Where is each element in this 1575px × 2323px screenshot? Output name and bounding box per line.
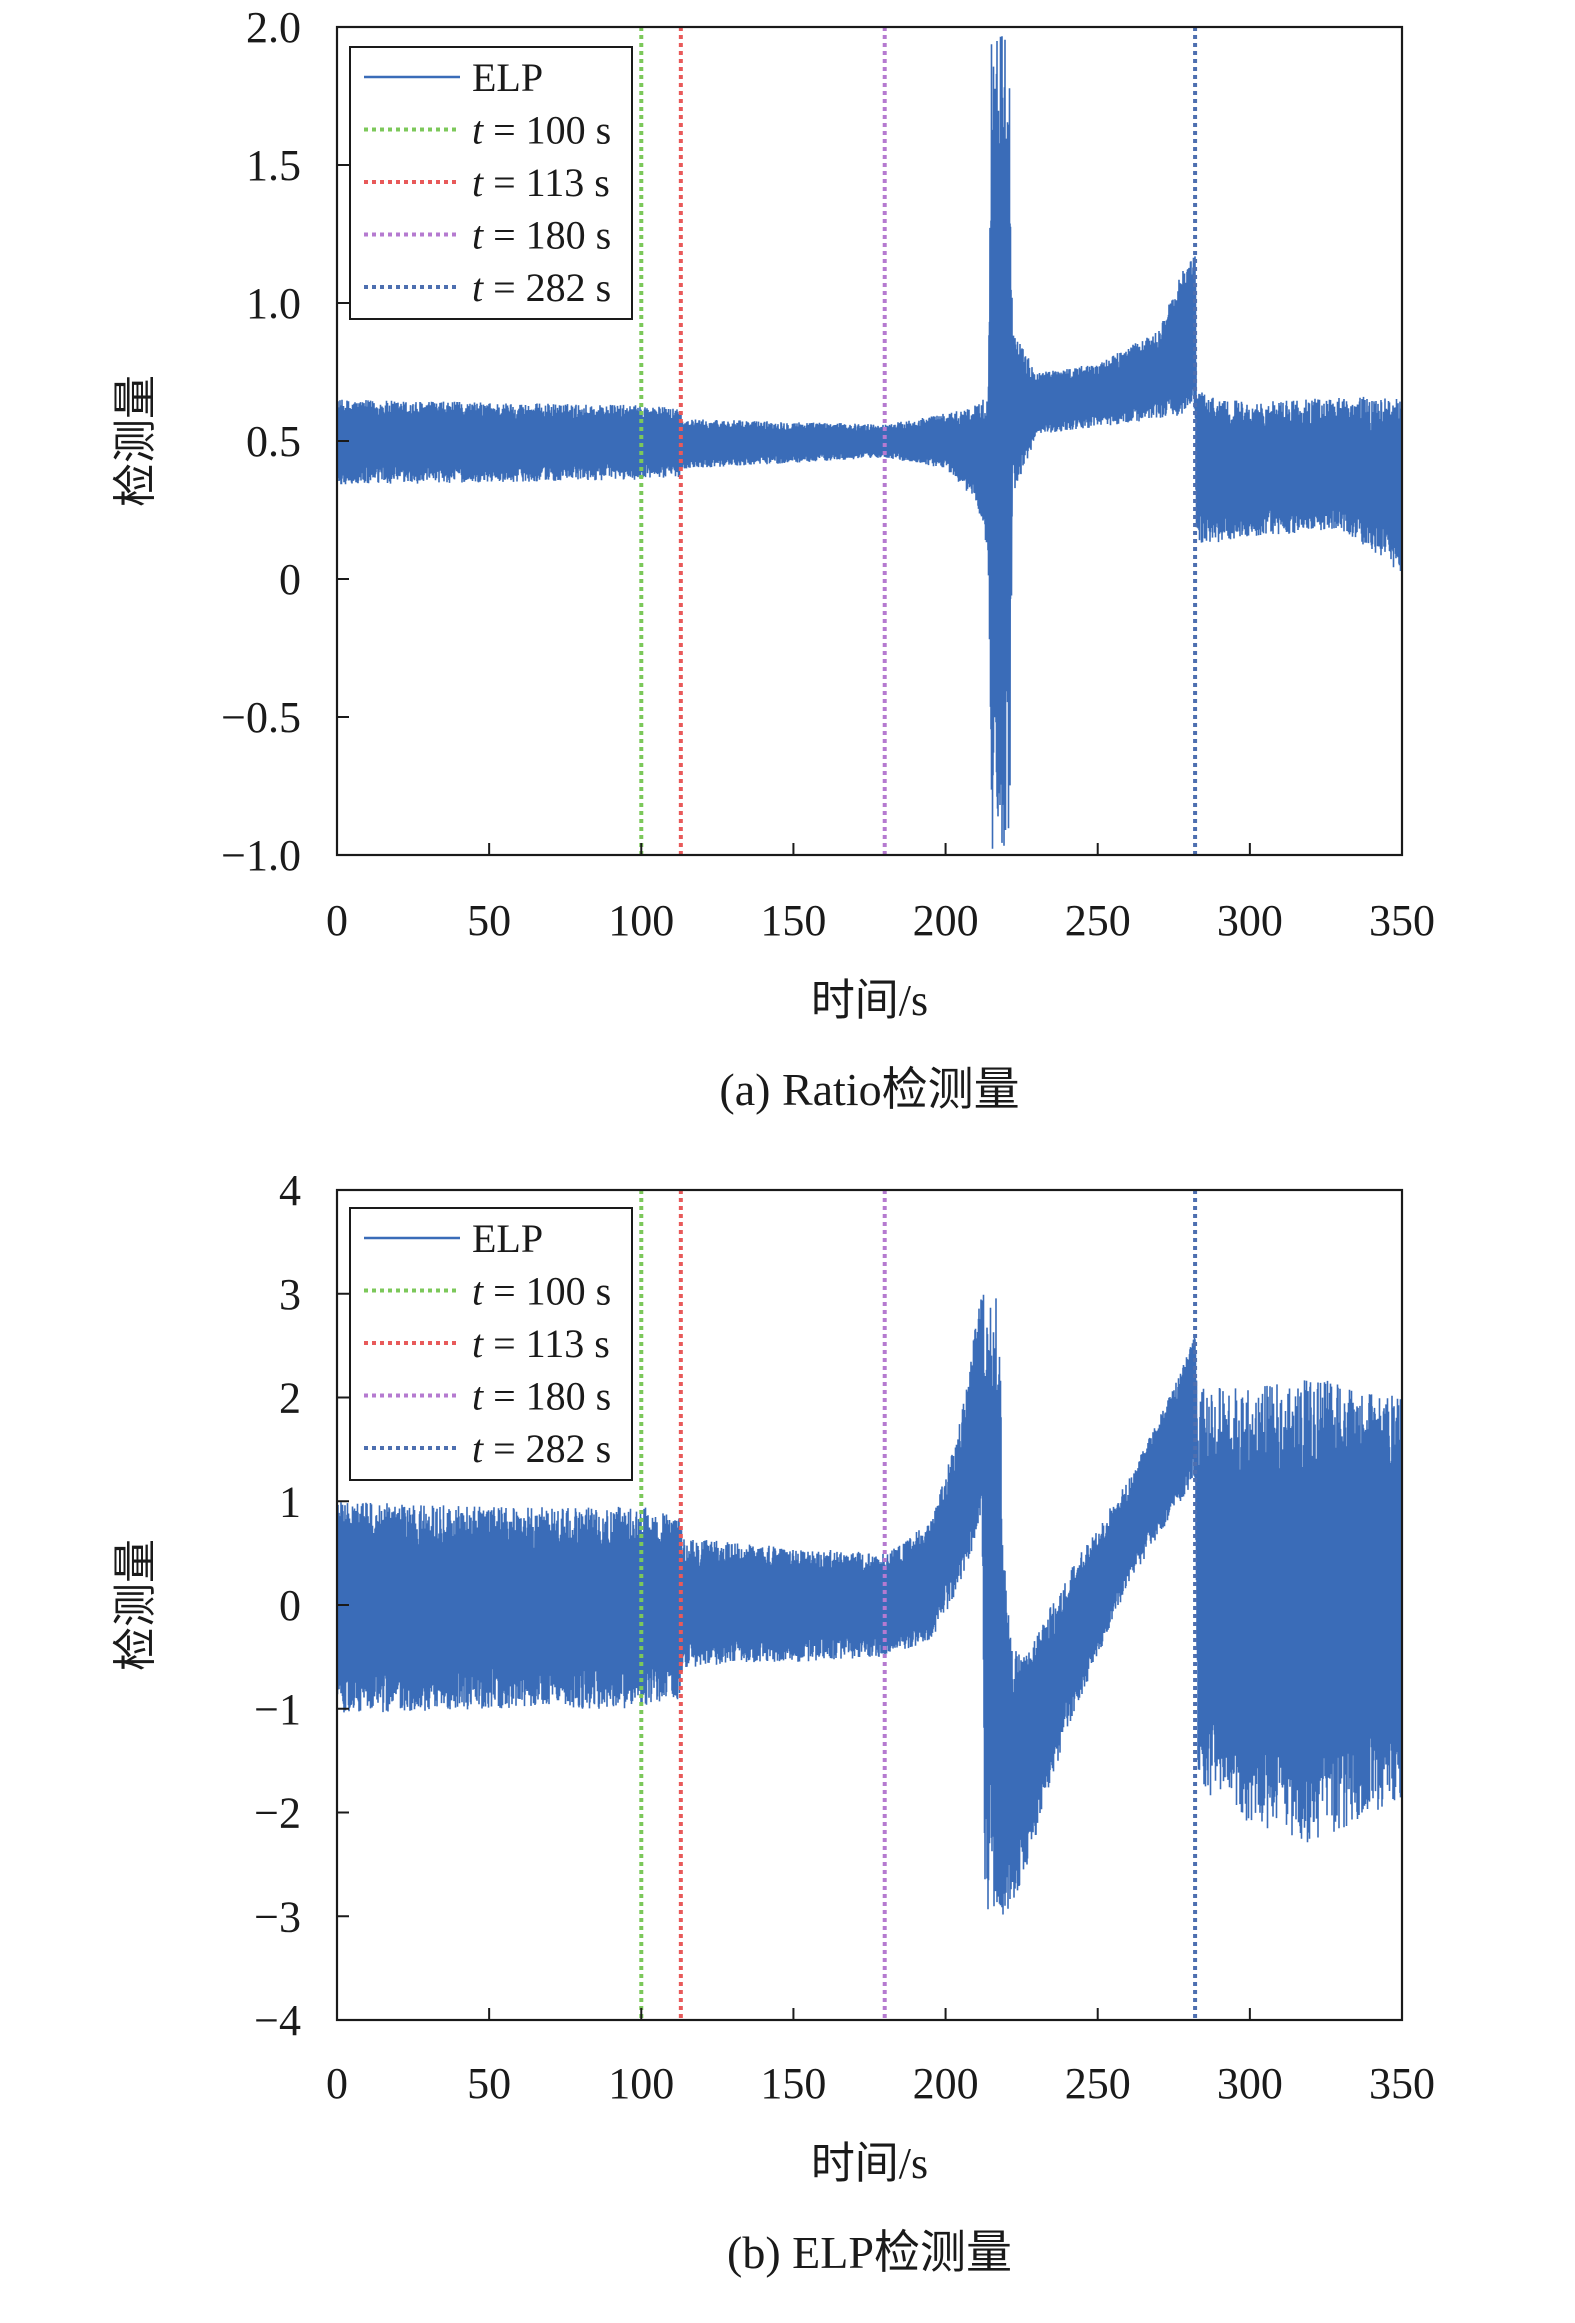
y-tick-label: −0.5	[221, 693, 301, 742]
chart-panel-b: 0 50 100 150 200 250 300 350 4 3 2 1 0 −1 −2 −3 −4 时间/s 检测…	[111, 1166, 1435, 2278]
legend-label-var: t	[472, 1426, 484, 1471]
legend-item: ELP	[364, 1216, 543, 1261]
x-tick-label: 250	[1065, 896, 1131, 945]
x-tick-label: 50	[467, 896, 511, 945]
x-tick-label: 100	[608, 896, 674, 945]
y-tick-label: 4	[279, 1166, 301, 1215]
legend-label: t = 282 s	[472, 265, 611, 310]
y-tick-label: 1.0	[246, 279, 301, 328]
elp-series-line	[337, 1294, 1402, 1915]
legend-label: t = 113 s	[472, 1321, 610, 1366]
y-tick-label: −3	[254, 1892, 301, 1941]
legend-label-value: = 282 s	[483, 1426, 611, 1471]
y-tick-label: −4	[254, 1996, 301, 2045]
legend-label-value: = 100 s	[483, 1269, 611, 1314]
legend-label-name: ELP	[472, 1216, 543, 1261]
elp-series-line	[337, 36, 1402, 849]
legend-item: t = 180 s	[364, 213, 611, 258]
y-tick-label: −1	[254, 1685, 301, 1734]
legend-label: t = 100 s	[472, 1269, 611, 1314]
legend-label: ELP	[472, 55, 543, 100]
legend-label-value: = 113 s	[483, 160, 610, 205]
legend-label-var: t	[472, 265, 484, 310]
legend-label: t = 100 s	[472, 108, 611, 153]
y-tick-label: 0.5	[246, 417, 301, 466]
x-tick-label: 0	[326, 2059, 348, 2108]
chart-panel-a: 0 50 100 150 200 250 300 350 2.0 1.5 1.0 0.5 0 −0.5 −1…	[111, 3, 1435, 1115]
legend-label-value: = 282 s	[483, 265, 611, 310]
legend-label: t = 180 s	[472, 213, 611, 258]
y-tick-label: 3	[279, 1270, 301, 1319]
legend-label-var: t	[472, 1321, 484, 1366]
y-tick-label: −2	[254, 1789, 301, 1838]
y-tick-label: 2.0	[246, 3, 301, 52]
y-tick-label: 2	[279, 1374, 301, 1423]
panel-caption: (a) Ratio检测量	[719, 1064, 1019, 1115]
legend-label: t = 113 s	[472, 160, 610, 205]
legend-item: t = 100 s	[364, 1269, 611, 1314]
y-tick-label: −1.0	[221, 831, 301, 880]
x-tick-label: 150	[760, 2059, 826, 2108]
legend-item: t = 113 s	[364, 160, 610, 205]
y-tick-label: 1	[279, 1477, 301, 1526]
legend-label-value: = 113 s	[483, 1321, 610, 1366]
legend-label-value: = 180 s	[483, 1374, 611, 1419]
x-tick-label: 350	[1369, 2059, 1435, 2108]
x-tick-label: 250	[1065, 2059, 1131, 2108]
x-tick-label: 0	[326, 896, 348, 945]
x-tick-label: 350	[1369, 896, 1435, 945]
legend-item: t = 180 s	[364, 1374, 611, 1419]
legend-item: t = 113 s	[364, 1321, 610, 1366]
legend-label: t = 180 s	[472, 1374, 611, 1419]
y-axis-title: 检测量	[111, 375, 160, 507]
x-tick-label: 100	[608, 2059, 674, 2108]
x-tick-label: 200	[913, 896, 979, 945]
legend-label-value: = 180 s	[483, 213, 611, 258]
legend-label-var: t	[472, 108, 484, 153]
legend-label-value: = 100 s	[483, 108, 611, 153]
legend-item: ELP	[364, 55, 543, 100]
panel-caption: (b) ELP检测量	[727, 2227, 1012, 2278]
x-tick-label: 150	[760, 896, 826, 945]
legend-item: t = 282 s	[364, 265, 611, 310]
legend-label-var: t	[472, 1374, 484, 1419]
x-tick-label: 300	[1217, 896, 1283, 945]
y-tick-label: 0	[279, 1581, 301, 1630]
legend-item: t = 100 s	[364, 108, 611, 153]
x-tick-label: 200	[913, 2059, 979, 2108]
x-tick-label: 300	[1217, 2059, 1283, 2108]
legend-label: t = 282 s	[472, 1426, 611, 1471]
legend-label-var: t	[472, 213, 484, 258]
x-tick-label: 50	[467, 2059, 511, 2108]
legend-item: t = 282 s	[364, 1426, 611, 1471]
y-tick-label: 0	[279, 555, 301, 604]
legend-label-var: t	[472, 1269, 484, 1314]
y-tick-label: 1.5	[246, 141, 301, 190]
x-axis-title: 时间/s	[811, 976, 928, 1025]
x-axis-title: 时间/s	[811, 2139, 928, 2188]
legend-label-var: t	[472, 160, 484, 205]
legend-label: ELP	[472, 1216, 543, 1261]
legend-label-name: ELP	[472, 55, 543, 100]
y-axis-title: 检测量	[111, 1539, 160, 1671]
